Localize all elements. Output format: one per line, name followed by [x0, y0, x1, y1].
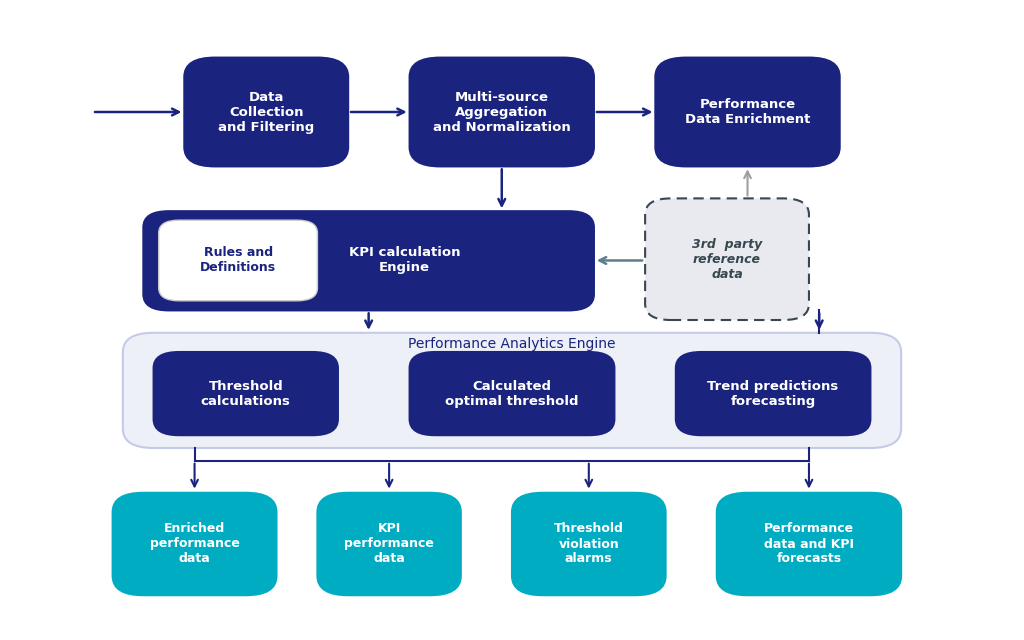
Text: Rules and
Definitions: Rules and Definitions [200, 246, 276, 275]
FancyBboxPatch shape [317, 493, 461, 595]
Text: Performance
data and KPI
forecasts: Performance data and KPI forecasts [764, 522, 854, 566]
Text: KPI
performance
data: KPI performance data [344, 522, 434, 566]
Text: Performance Analytics Engine: Performance Analytics Engine [409, 337, 615, 351]
FancyBboxPatch shape [655, 58, 840, 166]
FancyBboxPatch shape [512, 493, 666, 595]
FancyBboxPatch shape [123, 333, 901, 448]
Text: 3rd  party
reference
data: 3rd party reference data [692, 237, 762, 281]
FancyBboxPatch shape [159, 220, 317, 301]
FancyBboxPatch shape [410, 58, 594, 166]
Text: Trend predictions
forecasting: Trend predictions forecasting [708, 380, 839, 408]
Text: Performance
Data Enrichment: Performance Data Enrichment [685, 98, 810, 126]
FancyBboxPatch shape [184, 58, 348, 166]
FancyBboxPatch shape [143, 211, 594, 310]
FancyBboxPatch shape [676, 352, 870, 435]
FancyBboxPatch shape [113, 493, 276, 595]
Text: Multi-source
Aggregation
and Normalization: Multi-source Aggregation and Normalizati… [433, 90, 570, 134]
Text: Data
Collection
and Filtering: Data Collection and Filtering [218, 90, 314, 134]
FancyBboxPatch shape [154, 352, 338, 435]
FancyBboxPatch shape [410, 352, 614, 435]
FancyBboxPatch shape [717, 493, 901, 595]
Text: Calculated
optimal threshold: Calculated optimal threshold [445, 380, 579, 408]
Text: Threshold
violation
alarms: Threshold violation alarms [554, 522, 624, 566]
FancyBboxPatch shape [645, 198, 809, 320]
Text: Threshold
calculations: Threshold calculations [201, 380, 291, 408]
Text: Enriched
performance
data: Enriched performance data [150, 522, 240, 566]
Text: KPI calculation
Engine: KPI calculation Engine [349, 246, 460, 275]
